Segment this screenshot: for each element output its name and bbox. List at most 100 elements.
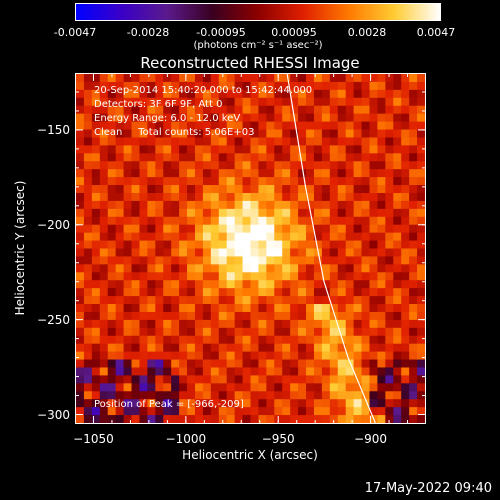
heatmap-cell (202, 153, 212, 162)
heatmap-cell (226, 169, 236, 178)
heatmap-cell (234, 383, 243, 392)
heatmap-cell (369, 327, 378, 337)
heatmap-cell (131, 288, 140, 297)
heatmap-cell (179, 248, 188, 257)
heatmap-cell (147, 304, 156, 313)
heatmap-cell (115, 319, 124, 329)
heatmap-cell (401, 311, 410, 321)
heatmap-cell (179, 145, 188, 154)
heatmap-cell (83, 280, 93, 289)
heatmap-cell (194, 200, 204, 210)
heatmap-cell (99, 105, 109, 115)
heatmap-cell (179, 327, 188, 337)
heatmap-cell (266, 296, 275, 305)
heatmap-cell (298, 121, 307, 130)
heatmap-cell (123, 185, 132, 194)
heatmap-cell (417, 367, 425, 376)
heatmap-cell (329, 74, 339, 83)
heatmap-cell (321, 153, 331, 162)
heatmap-cell (194, 224, 204, 234)
heatmap-cell (210, 375, 220, 384)
heatmap-cell (115, 121, 124, 130)
heatmap-cell (155, 74, 164, 83)
heatmap-cell (393, 153, 402, 162)
heatmap-cell (171, 216, 180, 226)
heatmap-cell (202, 200, 212, 210)
heatmap-cell (409, 113, 418, 122)
heatmap-cell (179, 399, 188, 408)
heatmap-cell (147, 74, 156, 83)
heatmap-cell (234, 304, 243, 313)
y-tick-label: −250 (37, 312, 70, 327)
heatmap-cell (187, 129, 196, 138)
heatmap-cell (321, 407, 331, 416)
heatmap-cell (329, 335, 339, 345)
heatmap-cell (194, 375, 204, 384)
heatmap-cell (258, 177, 267, 186)
heatmap-cell (274, 153, 283, 162)
heatmap-cell (393, 319, 402, 329)
heatmap-cell (147, 367, 156, 376)
heatmap-cell (163, 129, 172, 138)
y-tick-label: −150 (37, 122, 70, 137)
heatmap-cell (91, 415, 101, 423)
heatmap-cell (242, 240, 251, 249)
heatmap-cell (226, 327, 236, 337)
heatmap-cell (107, 367, 117, 376)
heatmap-cell (202, 351, 212, 360)
heatmap-cell (226, 121, 236, 130)
heatmap-cell (99, 407, 109, 416)
heatmap-cell (179, 185, 188, 194)
heatmap-cell (131, 272, 140, 281)
heatmap-cell (417, 105, 425, 115)
heatmap-cell (123, 113, 132, 122)
heatmap-cell (306, 367, 315, 376)
heatmap-cell (91, 343, 101, 353)
heatmap-cell (202, 407, 212, 416)
heatmap-cell (401, 248, 410, 257)
heatmap-cell (139, 248, 148, 257)
heatmap-cell (155, 113, 164, 122)
heatmap-cell (107, 169, 117, 178)
heatmap-cell (202, 192, 212, 202)
heatmap-cell (401, 367, 410, 376)
heatmap-cell (99, 343, 109, 353)
heatmap-cell (306, 113, 315, 122)
heatmap-cell (76, 153, 85, 162)
heatmap-cell (345, 192, 355, 202)
heatmap-cell (234, 169, 243, 178)
heatmap-cell (258, 335, 267, 345)
heatmap-cell (131, 335, 140, 345)
heatmap-cell (210, 224, 220, 234)
heatmap-cell (91, 351, 101, 360)
heatmap-cell (274, 97, 283, 107)
heatmap-cell (179, 391, 188, 400)
heatmap-cell (409, 280, 418, 289)
heatmap-cell (91, 311, 101, 321)
heatmap-cell (282, 145, 291, 154)
heatmap-cell (290, 343, 299, 353)
heatmap-cell (306, 121, 315, 130)
heatmap-cell (187, 232, 196, 241)
heatmap-cell (123, 224, 132, 234)
heatmap-cell (234, 232, 243, 241)
heatmap-cell (290, 351, 299, 360)
heatmap-cell (298, 399, 307, 408)
heatmap-cell (385, 359, 394, 368)
heatmap-cell (147, 113, 156, 122)
heatmap-cell (107, 192, 117, 202)
heatmap-cell (139, 327, 148, 337)
heatmap-cell (131, 343, 140, 353)
heatmap-cell (139, 232, 148, 241)
heatmap-cell (147, 216, 156, 226)
heatmap-cell (417, 375, 425, 384)
heatmap-cell (155, 192, 164, 202)
heatmap-cell (337, 113, 347, 122)
heatmap-cell (147, 351, 156, 360)
heatmap-cell (115, 113, 124, 122)
heatmap-cell (409, 343, 418, 353)
heatmap-cell (353, 359, 362, 368)
heatmap-cell (385, 319, 394, 329)
heatmap-cell (187, 177, 196, 186)
heatmap-cell (298, 169, 307, 178)
